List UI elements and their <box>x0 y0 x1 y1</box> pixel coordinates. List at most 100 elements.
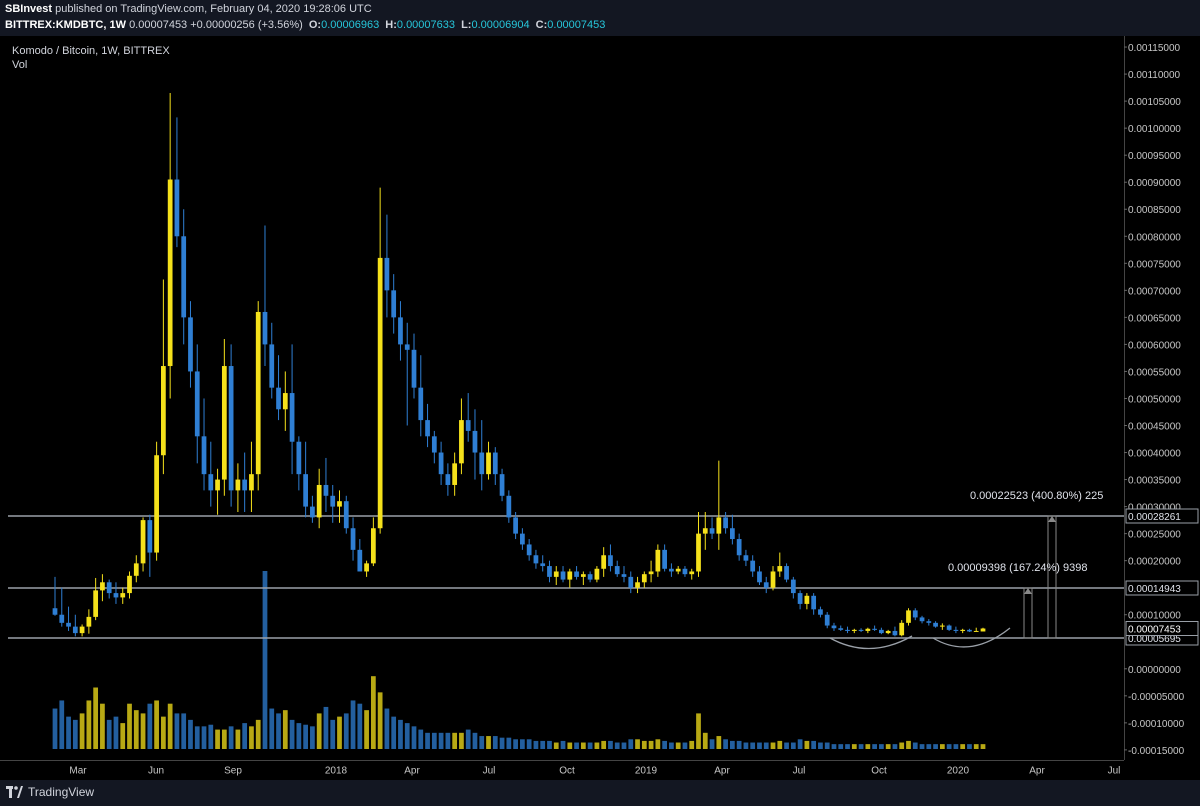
candle-body[interactable] <box>770 571 776 588</box>
candle-body[interactable] <box>174 179 180 237</box>
candle-body[interactable] <box>648 571 654 575</box>
candle-body[interactable] <box>133 563 139 576</box>
candle-body[interactable] <box>404 344 410 350</box>
candle-body[interactable] <box>858 629 864 631</box>
candle-body[interactable] <box>811 595 817 610</box>
candle-body[interactable] <box>939 625 945 627</box>
candle-body[interactable] <box>709 528 715 534</box>
candle-body[interactable] <box>669 568 674 572</box>
candle-body[interactable] <box>790 579 796 594</box>
candle-body[interactable] <box>641 574 647 583</box>
candle-body[interactable] <box>757 571 762 583</box>
candle-body[interactable] <box>540 563 546 567</box>
candle-body[interactable] <box>445 474 451 485</box>
candle-body[interactable] <box>337 501 342 507</box>
candle-body[interactable] <box>879 629 884 634</box>
candle-body[interactable] <box>899 622 905 636</box>
candle-body[interactable] <box>675 568 681 572</box>
candle-body[interactable] <box>425 420 430 437</box>
candle-body[interactable] <box>106 582 112 594</box>
candle-body[interactable] <box>892 630 898 636</box>
candle-body[interactable] <box>885 630 891 634</box>
candle-body[interactable] <box>763 582 769 588</box>
candle-body[interactable] <box>438 452 444 475</box>
candle-body[interactable] <box>824 614 830 626</box>
candle-body[interactable] <box>635 582 640 588</box>
candle-body[interactable] <box>580 574 586 577</box>
candle-body[interactable] <box>547 566 552 577</box>
candle-body[interactable] <box>181 236 187 318</box>
candle-body[interactable] <box>161 366 166 456</box>
candle-body[interactable] <box>384 257 390 291</box>
candle-body[interactable] <box>953 629 959 631</box>
candle-body[interactable] <box>262 311 268 345</box>
candle-body[interactable] <box>906 610 911 623</box>
candle-body[interactable] <box>79 626 85 634</box>
candle-body[interactable] <box>235 479 241 491</box>
symbol-label[interactable]: BITTREX:KMDBTC, 1W <box>5 19 126 31</box>
candle-body[interactable] <box>201 436 207 475</box>
candle-body[interactable] <box>967 629 972 632</box>
candle-body[interactable] <box>919 617 925 622</box>
candle-body[interactable] <box>804 595 810 604</box>
candle-body[interactable] <box>316 484 322 518</box>
legend-title[interactable]: Komodo / Bitcoin, 1W, BITTREX <box>12 45 170 57</box>
candle-body[interactable] <box>276 387 281 410</box>
candle-body[interactable] <box>411 349 417 388</box>
candle-body[interactable] <box>370 528 376 564</box>
candle-body[interactable] <box>194 371 200 437</box>
candle-body[interactable] <box>282 393 288 410</box>
candle-body[interactable] <box>980 628 986 632</box>
candle-body[interactable] <box>865 628 871 631</box>
candle-body[interactable] <box>249 474 254 491</box>
candle-body[interactable] <box>452 463 458 485</box>
candle-body[interactable] <box>242 479 248 491</box>
candle-body[interactable] <box>472 430 478 453</box>
candle-body[interactable] <box>594 568 600 580</box>
candle-body[interactable] <box>188 317 193 372</box>
tradingview-brand[interactable]: TradingView <box>6 785 94 799</box>
candle-body[interactable] <box>100 582 105 591</box>
chart-area[interactable]: 0.00115000 0.00110000 0.00105000 0.00100000… <box>0 36 1200 780</box>
candle-body[interactable] <box>608 555 613 567</box>
candle-body[interactable] <box>208 474 214 491</box>
candle-body[interactable] <box>513 517 518 534</box>
candle-body[interactable] <box>526 544 532 556</box>
candle-body[interactable] <box>479 452 485 475</box>
candle-body[interactable] <box>628 576 634 588</box>
candle-body[interactable] <box>215 479 220 491</box>
candle-body[interactable] <box>743 555 749 561</box>
candle-body[interactable] <box>364 563 369 572</box>
candle-body[interactable] <box>872 628 877 630</box>
candle-body[interactable] <box>310 506 315 518</box>
author-name[interactable]: SBInvest <box>5 3 53 15</box>
candle-body[interactable] <box>587 574 593 580</box>
candle-body[interactable] <box>614 566 620 575</box>
candle-body[interactable] <box>499 474 505 496</box>
candle-body[interactable] <box>357 549 363 572</box>
measure-box[interactable] <box>1023 587 1033 639</box>
candle-body[interactable] <box>946 625 952 630</box>
candle-body[interactable] <box>662 549 668 569</box>
candle-body[interactable] <box>167 179 173 367</box>
candle-body[interactable] <box>269 344 275 388</box>
candle-body[interactable] <box>730 528 735 540</box>
candle-body[interactable] <box>465 420 471 431</box>
candle-body[interactable] <box>140 520 146 564</box>
candle-body[interactable] <box>702 528 708 534</box>
candle-body[interactable] <box>797 593 803 604</box>
candle-body[interactable] <box>696 533 701 572</box>
curve-drawing[interactable] <box>932 627 1011 648</box>
candle-body[interactable] <box>391 290 397 318</box>
candle-body[interactable] <box>330 495 336 507</box>
candle-body[interactable] <box>926 621 932 623</box>
candle-body[interactable] <box>93 590 99 617</box>
candle-body[interactable] <box>784 566 789 580</box>
candle-body[interactable] <box>221 366 227 480</box>
candle-body[interactable] <box>601 555 607 569</box>
candle-body[interactable] <box>398 317 403 345</box>
candle-body[interactable] <box>431 436 437 453</box>
candle-body[interactable] <box>818 609 823 615</box>
candle-body[interactable] <box>113 593 119 598</box>
candle-body[interactable] <box>492 452 498 475</box>
